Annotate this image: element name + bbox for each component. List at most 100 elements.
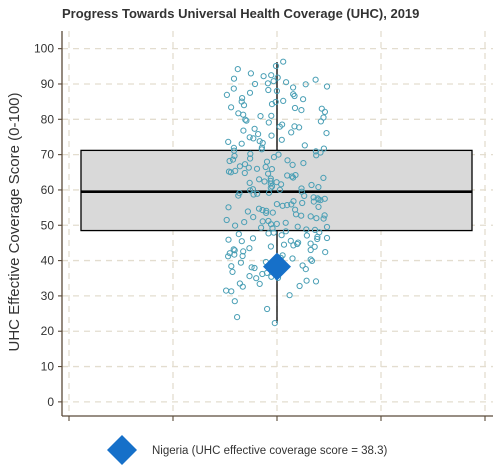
data-point xyxy=(300,96,307,103)
data-point xyxy=(303,232,310,239)
data-point xyxy=(244,208,251,215)
data-point xyxy=(235,110,242,117)
data-point xyxy=(298,107,305,114)
data-point xyxy=(236,163,243,170)
data-point xyxy=(225,138,232,145)
data-point xyxy=(314,235,321,243)
data-point xyxy=(263,209,270,216)
data-point xyxy=(239,283,246,290)
data-point xyxy=(315,203,322,210)
data-point xyxy=(240,111,247,118)
data-point xyxy=(290,174,297,181)
data-point xyxy=(291,104,299,112)
data-point xyxy=(323,223,331,231)
data-point xyxy=(294,240,301,248)
data-point xyxy=(232,167,239,174)
y-tick-label: 50 xyxy=(41,218,55,232)
data-point xyxy=(237,259,244,266)
data-point xyxy=(256,280,263,287)
box-plot xyxy=(80,62,473,324)
data-point xyxy=(245,164,252,171)
data-point xyxy=(251,125,258,132)
data-point xyxy=(234,314,241,321)
highlight-diamond-marker xyxy=(263,252,291,281)
data-point xyxy=(263,207,270,214)
data-point xyxy=(251,264,258,272)
axes xyxy=(58,31,493,421)
data-point xyxy=(228,104,235,111)
data-point xyxy=(264,80,271,87)
data-point xyxy=(238,238,245,245)
data-point xyxy=(254,190,261,197)
data-point xyxy=(243,117,250,124)
data-point xyxy=(229,156,237,163)
data-point xyxy=(267,175,274,182)
data-point xyxy=(298,212,305,219)
data-point xyxy=(288,129,295,136)
data-point xyxy=(231,152,238,160)
data-point xyxy=(265,230,272,237)
y-tick-label: 20 xyxy=(41,324,55,338)
data-point xyxy=(318,105,325,112)
data-point xyxy=(272,62,280,70)
data-point xyxy=(323,130,330,137)
data-point xyxy=(265,189,273,196)
data-point xyxy=(230,85,237,92)
data-point xyxy=(278,232,285,239)
data-point xyxy=(303,226,310,233)
data-point xyxy=(246,273,253,280)
data-point xyxy=(269,225,276,232)
y-tick-labels: 0 10 20 30 40 50 60 70 80 90 100 xyxy=(34,42,54,409)
data-point xyxy=(316,229,323,236)
data-point xyxy=(270,154,278,161)
data-point xyxy=(280,58,287,65)
data-point xyxy=(284,172,291,179)
data-point xyxy=(320,145,327,152)
data-point xyxy=(289,161,296,168)
data-point xyxy=(294,223,301,230)
legend-label: Nigeria (UHC effective coverage score = … xyxy=(152,445,387,457)
y-tick-label: 80 xyxy=(41,112,55,126)
data-point xyxy=(313,152,320,159)
data-point xyxy=(296,124,303,131)
data-point xyxy=(265,119,272,126)
data-point xyxy=(238,98,245,105)
y-tick-label: 90 xyxy=(41,77,55,91)
data-point xyxy=(253,275,260,282)
data-point xyxy=(228,263,235,270)
data-point xyxy=(257,113,264,120)
data-point xyxy=(321,108,328,116)
data-point xyxy=(231,298,238,305)
data-point xyxy=(251,80,259,88)
data-point xyxy=(241,169,248,177)
data-point xyxy=(284,157,291,164)
data-point xyxy=(321,195,328,202)
data-point xyxy=(301,142,308,149)
data-point xyxy=(320,174,327,181)
legend-diamond-marker xyxy=(107,435,137,465)
data-point xyxy=(242,116,249,123)
chart-title: Progress Towards Universal Health Covera… xyxy=(62,6,419,21)
data-point xyxy=(238,140,245,147)
data-point xyxy=(321,212,328,219)
data-point xyxy=(268,72,275,79)
data-point xyxy=(282,228,289,235)
data-point xyxy=(268,166,275,173)
data-point xyxy=(267,177,274,184)
data-point xyxy=(234,66,241,73)
data-point xyxy=(275,151,282,158)
data-point xyxy=(253,165,261,172)
data-point xyxy=(246,134,253,141)
data-point xyxy=(249,235,257,242)
data-point xyxy=(223,216,230,224)
data-point xyxy=(280,241,288,248)
data-point xyxy=(226,157,233,165)
data-point xyxy=(235,192,242,199)
data-point xyxy=(267,243,274,250)
data-point xyxy=(225,204,232,211)
data-point xyxy=(283,79,290,86)
data-points xyxy=(223,58,331,327)
data-point xyxy=(287,237,294,244)
data-point xyxy=(273,87,280,95)
data-point xyxy=(264,305,271,313)
